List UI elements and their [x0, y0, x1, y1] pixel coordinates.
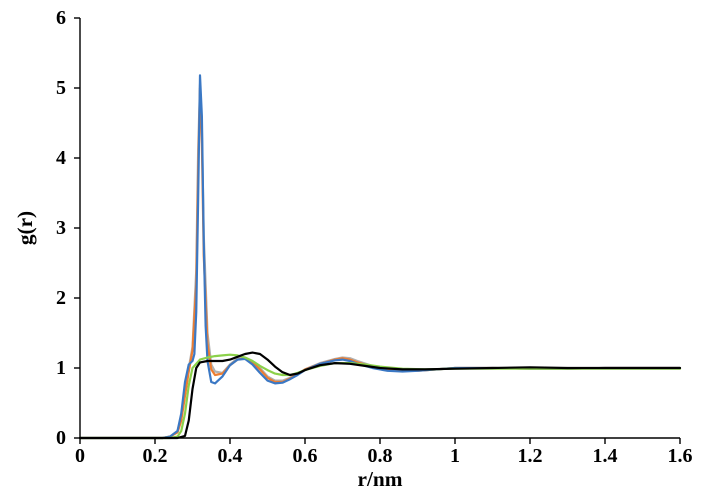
y-tick-label: 2: [56, 287, 66, 309]
x-tick-label: 0: [75, 445, 85, 467]
y-tick-label: 5: [56, 77, 66, 99]
chart-svg: 0 0.2 0.4 0.6 0.8 1 1.2 1.4 1.6 0 1 2 3 4 5 6 r/nm g(r): [0, 0, 708, 503]
y-tick-label: 6: [56, 7, 66, 29]
y-tick-label: 0: [56, 427, 66, 449]
x-tick-label: 0.4: [218, 445, 243, 467]
x-tick-label: 1: [450, 445, 460, 467]
x-tick-label: 0.6: [293, 445, 318, 467]
y-axis-label: g(r): [13, 211, 37, 245]
x-tick-label: 0.2: [143, 445, 168, 467]
x-tick-label: 1.4: [593, 445, 618, 467]
y-tick-label: 4: [56, 147, 66, 169]
rdf-chart: 0 0.2 0.4 0.6 0.8 1 1.2 1.4 1.6 0 1 2 3 4 5 6 r/nm g(r): [0, 0, 708, 503]
y-tick-label: 3: [56, 217, 66, 239]
chart-bg: [0, 0, 708, 503]
y-tick-label: 1: [56, 357, 66, 379]
x-tick-label: 1.6: [668, 445, 693, 467]
x-axis-label: r/nm: [357, 467, 402, 491]
x-tick-label: 0.8: [368, 445, 393, 467]
x-tick-label: 1.2: [518, 445, 543, 467]
